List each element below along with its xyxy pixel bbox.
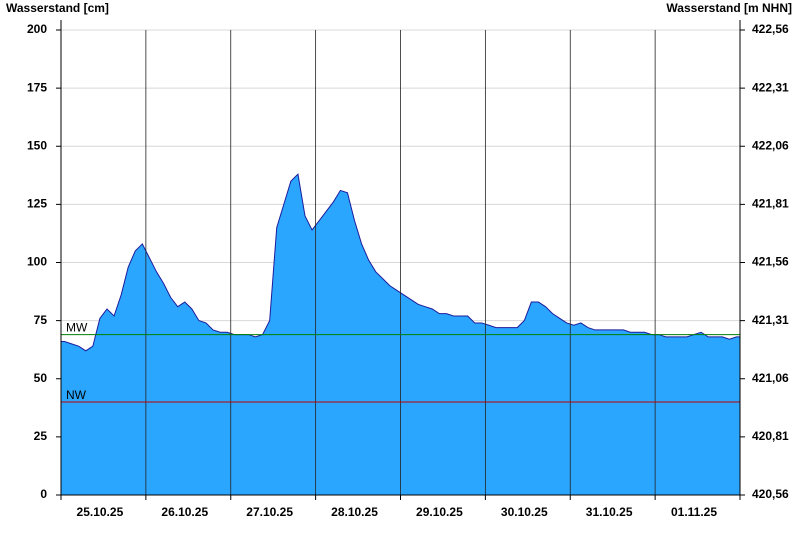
x-tick-label: 30.10.25 [501, 505, 548, 519]
y2-tick-label: 421,81 [752, 197, 789, 211]
x-tick-label: 28.10.25 [331, 505, 378, 519]
x-tick-label: 01.11.25 [671, 505, 717, 519]
y-tick-label: 0 [40, 487, 47, 501]
y-tick-label: 125 [27, 197, 47, 211]
y2-tick-label: 421,31 [752, 313, 789, 327]
y2-tick-label: 421,06 [752, 371, 789, 385]
y-tick-label: 25 [34, 429, 48, 443]
y2-tick-label: 422,31 [752, 80, 789, 94]
y2-tick-label: 422,56 [752, 22, 789, 36]
y2-tick-label: 422,06 [752, 138, 789, 152]
x-tick-label: 25.10.25 [77, 505, 124, 519]
y2-tick-label: 420,56 [752, 487, 789, 501]
y2-axis-title: Wasserstand [m NHN] [666, 1, 792, 15]
reference-label: NW [66, 388, 87, 402]
y-tick-label: 50 [34, 371, 48, 385]
y-tick-label: 200 [27, 22, 47, 36]
x-tick-label: 29.10.25 [416, 505, 463, 519]
y-tick-label: 75 [34, 313, 48, 327]
x-tick-label: 27.10.25 [246, 505, 293, 519]
y-tick-label: 100 [27, 255, 47, 269]
y-tick-label: 175 [27, 80, 47, 94]
y-axis-title: Wasserstand [cm] [6, 1, 109, 15]
y2-tick-label: 421,56 [752, 255, 789, 269]
y-tick-label: 150 [27, 138, 47, 152]
y2-tick-label: 420,81 [752, 429, 789, 443]
x-tick-label: 26.10.25 [161, 505, 208, 519]
x-tick-label: 31.10.25 [586, 505, 633, 519]
reference-label: MW [66, 321, 88, 335]
